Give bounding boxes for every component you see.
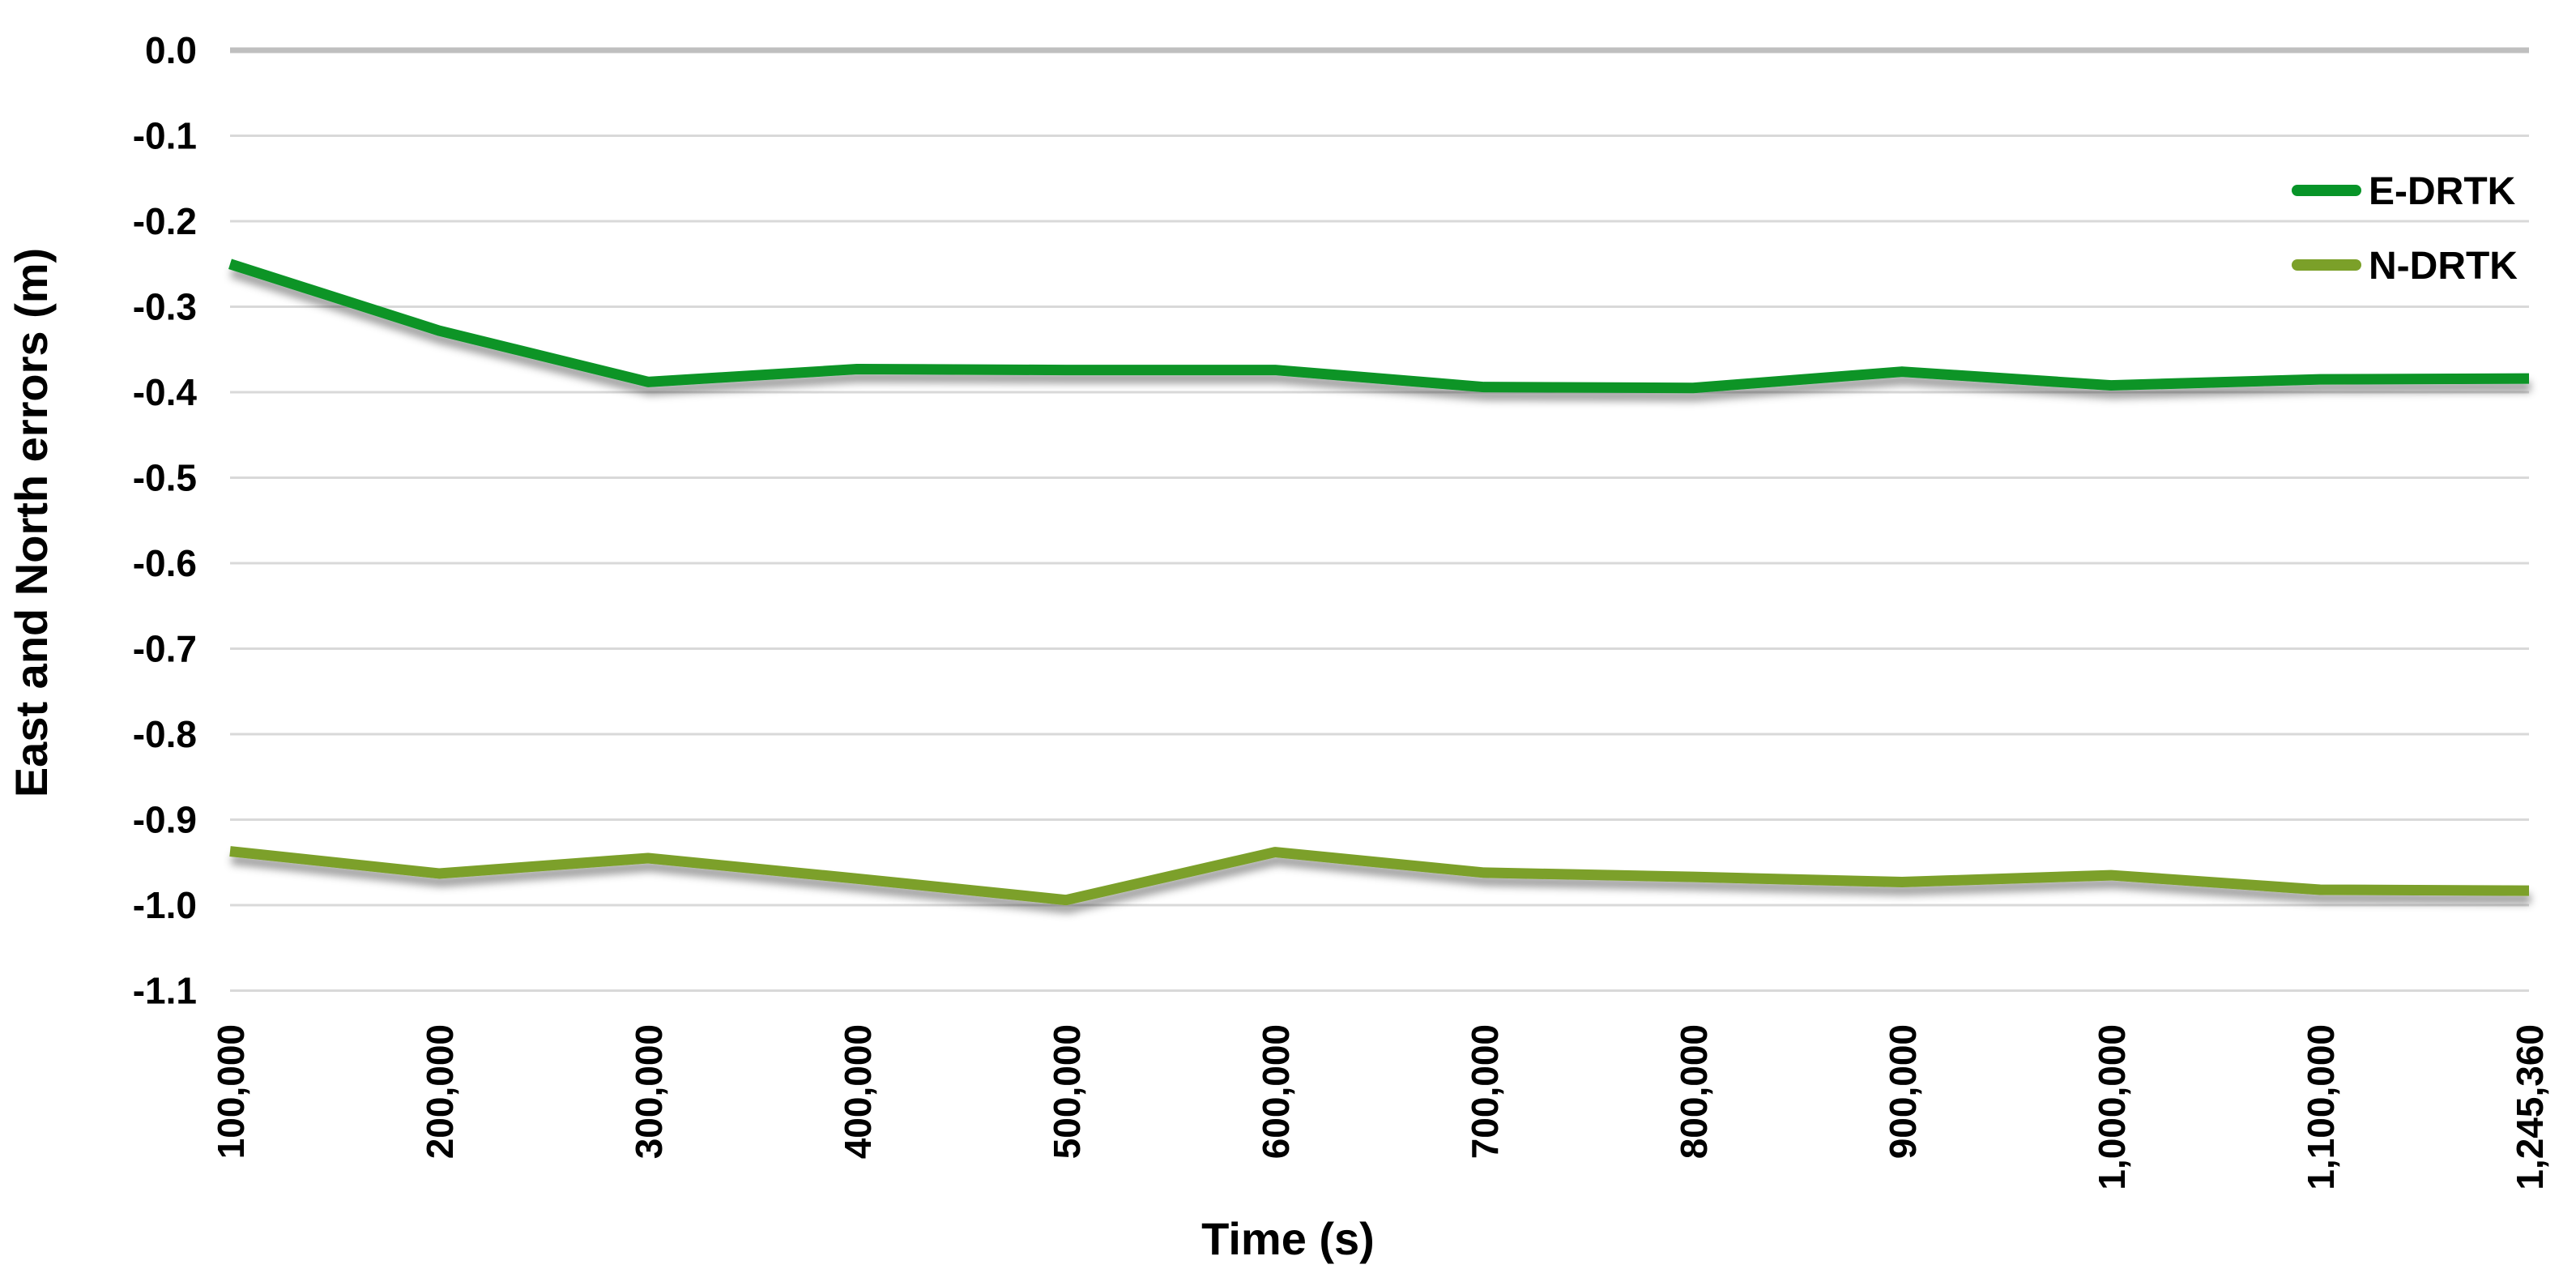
x-tick-label: 1,100,000: [2300, 1024, 2342, 1190]
y-tick-label: -0.1: [133, 115, 197, 157]
x-tick-label: 600,000: [1255, 1024, 1297, 1159]
y-tick-label: -0.5: [133, 457, 197, 499]
y-tick-label: -0.6: [133, 542, 197, 584]
x-tick-label: 700,000: [1464, 1024, 1506, 1159]
x-tick-label: 900,000: [1882, 1024, 1924, 1159]
y-tick-label: -0.7: [133, 628, 197, 670]
legend-label-n-drtk: N-DRTK: [2369, 245, 2518, 288]
y-tick-label: -1.0: [133, 884, 197, 926]
y-tick-label: -0.9: [133, 799, 197, 841]
legend: E-DRTK N-DRTK: [2292, 170, 2518, 288]
e-drtk-line: [228, 258, 2530, 394]
legend-item-e-drtk: E-DRTK: [2292, 170, 2516, 213]
y-tick-label: -0.3: [133, 286, 197, 328]
gridlines: [230, 47, 2529, 992]
x-tick-label: 200,000: [419, 1024, 461, 1159]
y-tick-label: -1.1: [133, 970, 197, 1012]
y-tick-label: 0.0: [145, 29, 197, 71]
x-tick-label: 100,000: [210, 1024, 252, 1159]
x-tick-label: 400,000: [837, 1024, 879, 1159]
x-axis-title: Time (s): [1201, 1213, 1375, 1264]
y-tick-label: -0.4: [133, 371, 198, 413]
y-tick-label: -0.8: [133, 713, 197, 755]
y-axis-tick-labels: 0.0 -0.1 -0.2 -0.3 -0.4 -0.5 -0.6 -0.7 -0.8 -0.9 -…: [133, 29, 198, 1012]
x-tick-label: 500,000: [1046, 1024, 1088, 1159]
x-tick-label: 800,000: [1673, 1024, 1715, 1159]
legend-item-n-drtk: N-DRTK: [2292, 245, 2518, 288]
x-tick-label: 1,245,360: [2509, 1024, 2551, 1190]
y-tick-label: -0.2: [133, 200, 197, 242]
x-axis-tick-labels: 100,000 200,000 300,000 400,000 500,000 600,0…: [210, 1024, 2551, 1190]
y-axis-title: East and North errors (m): [6, 248, 57, 797]
legend-label-e-drtk: E-DRTK: [2369, 170, 2516, 213]
x-tick-label: 1,000,000: [2091, 1024, 2133, 1190]
x-tick-label: 300,000: [628, 1024, 670, 1159]
n-drtk-line: [229, 846, 2530, 906]
series-lines: [228, 258, 2530, 906]
